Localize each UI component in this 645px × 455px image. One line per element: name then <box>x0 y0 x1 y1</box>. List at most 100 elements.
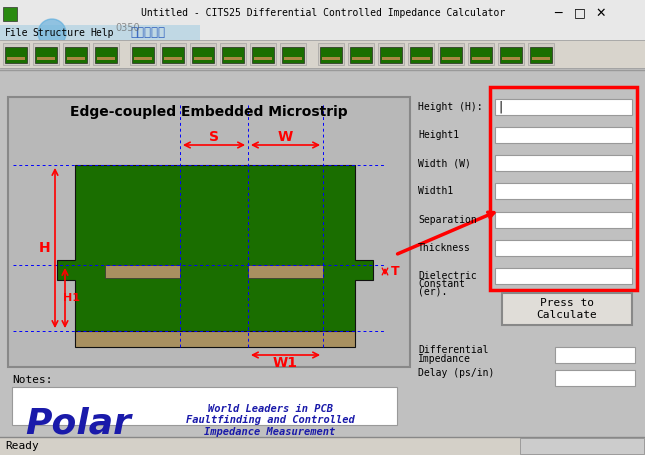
Bar <box>252 47 274 63</box>
Bar <box>95 47 117 63</box>
Bar <box>8 97 410 367</box>
Text: 0350: 0350 <box>115 23 139 33</box>
Bar <box>318 43 344 65</box>
Text: Polar: Polar <box>25 406 131 440</box>
Bar <box>12 387 397 425</box>
Text: S: S <box>209 130 219 144</box>
Bar <box>93 43 119 65</box>
Bar <box>164 57 182 60</box>
Text: Height1: Height1 <box>418 130 459 140</box>
Circle shape <box>38 19 66 47</box>
Bar <box>220 43 246 65</box>
Bar <box>320 47 342 63</box>
Bar <box>280 43 306 65</box>
Text: ─: ─ <box>554 6 562 20</box>
Bar <box>35 47 57 63</box>
Bar <box>65 47 87 63</box>
Bar <box>532 57 550 60</box>
Bar <box>530 47 552 63</box>
Bar <box>495 268 632 284</box>
Bar <box>490 87 637 290</box>
Bar <box>0 70 645 437</box>
Text: W: W <box>278 130 293 144</box>
Text: □: □ <box>574 6 586 20</box>
Bar <box>75 331 355 347</box>
Bar <box>408 43 434 65</box>
Bar <box>67 57 85 60</box>
Text: ✕: ✕ <box>596 6 606 20</box>
Text: W1: W1 <box>273 356 298 370</box>
Bar <box>555 347 635 363</box>
Bar <box>495 240 632 256</box>
Text: Press to
Calculate: Press to Calculate <box>537 298 597 320</box>
Text: World Leaders in PCB
Faultfinding and Controlled
Impedance Measurement: World Leaders in PCB Faultfinding and Co… <box>186 404 354 437</box>
Text: Height (H):: Height (H): <box>418 102 482 112</box>
Bar <box>442 57 460 60</box>
Bar <box>495 127 632 143</box>
Text: |: | <box>498 101 502 113</box>
Bar <box>3 43 29 65</box>
Bar <box>37 57 55 60</box>
Text: File: File <box>5 28 28 38</box>
Polygon shape <box>57 165 373 333</box>
Bar <box>438 43 464 65</box>
Text: T: T <box>391 265 400 278</box>
Bar <box>134 57 152 60</box>
Bar <box>528 43 554 65</box>
Text: Separation: Separation <box>418 215 477 225</box>
Bar <box>105 265 180 278</box>
Bar <box>132 47 154 63</box>
Bar <box>0 437 645 455</box>
Bar <box>33 43 59 65</box>
Bar <box>192 47 214 63</box>
Bar <box>348 43 374 65</box>
Bar <box>7 57 25 60</box>
Bar <box>412 57 430 60</box>
Bar <box>502 293 632 325</box>
Text: Constant: Constant <box>418 279 465 289</box>
Bar <box>495 183 632 199</box>
Bar <box>468 43 494 65</box>
Text: 河东软件园: 河东软件园 <box>130 26 165 40</box>
Bar <box>500 47 522 63</box>
Bar <box>190 43 216 65</box>
Bar <box>495 99 632 115</box>
Text: H1: H1 <box>63 293 80 303</box>
Bar <box>3 7 17 21</box>
Text: Thickness: Thickness <box>418 243 471 253</box>
Bar <box>555 370 635 386</box>
Text: Impedance: Impedance <box>418 354 471 364</box>
Bar <box>498 43 524 65</box>
Text: Edge-coupled Embedded Microstrip: Edge-coupled Embedded Microstrip <box>70 105 348 119</box>
Text: Notes:: Notes: <box>12 375 52 385</box>
Bar <box>0 40 645 68</box>
Bar <box>97 57 115 60</box>
Text: (er).: (er). <box>418 287 448 297</box>
Bar <box>352 57 370 60</box>
Text: Untitled - CITS25 Differential Controlled Impedance Calculator: Untitled - CITS25 Differential Controlle… <box>141 8 505 18</box>
Bar <box>440 47 462 63</box>
Bar <box>130 43 156 65</box>
Text: Differential: Differential <box>418 345 488 355</box>
Bar <box>0 25 645 40</box>
Bar <box>495 212 632 228</box>
Bar <box>0 0 645 25</box>
Bar <box>520 438 644 454</box>
Bar <box>160 43 186 65</box>
Bar <box>224 57 242 60</box>
Bar <box>410 47 432 63</box>
Bar <box>162 47 184 63</box>
Bar <box>0 25 200 40</box>
Bar <box>380 47 402 63</box>
Text: Width (W): Width (W) <box>418 158 471 168</box>
Bar <box>284 57 302 60</box>
Text: Ready: Ready <box>5 441 39 451</box>
Text: H: H <box>39 241 51 255</box>
Bar <box>382 57 400 60</box>
Bar <box>322 57 340 60</box>
Bar <box>254 57 272 60</box>
Bar <box>470 47 492 63</box>
Bar <box>250 43 276 65</box>
Bar <box>194 57 212 60</box>
Text: Width1: Width1 <box>418 187 453 197</box>
